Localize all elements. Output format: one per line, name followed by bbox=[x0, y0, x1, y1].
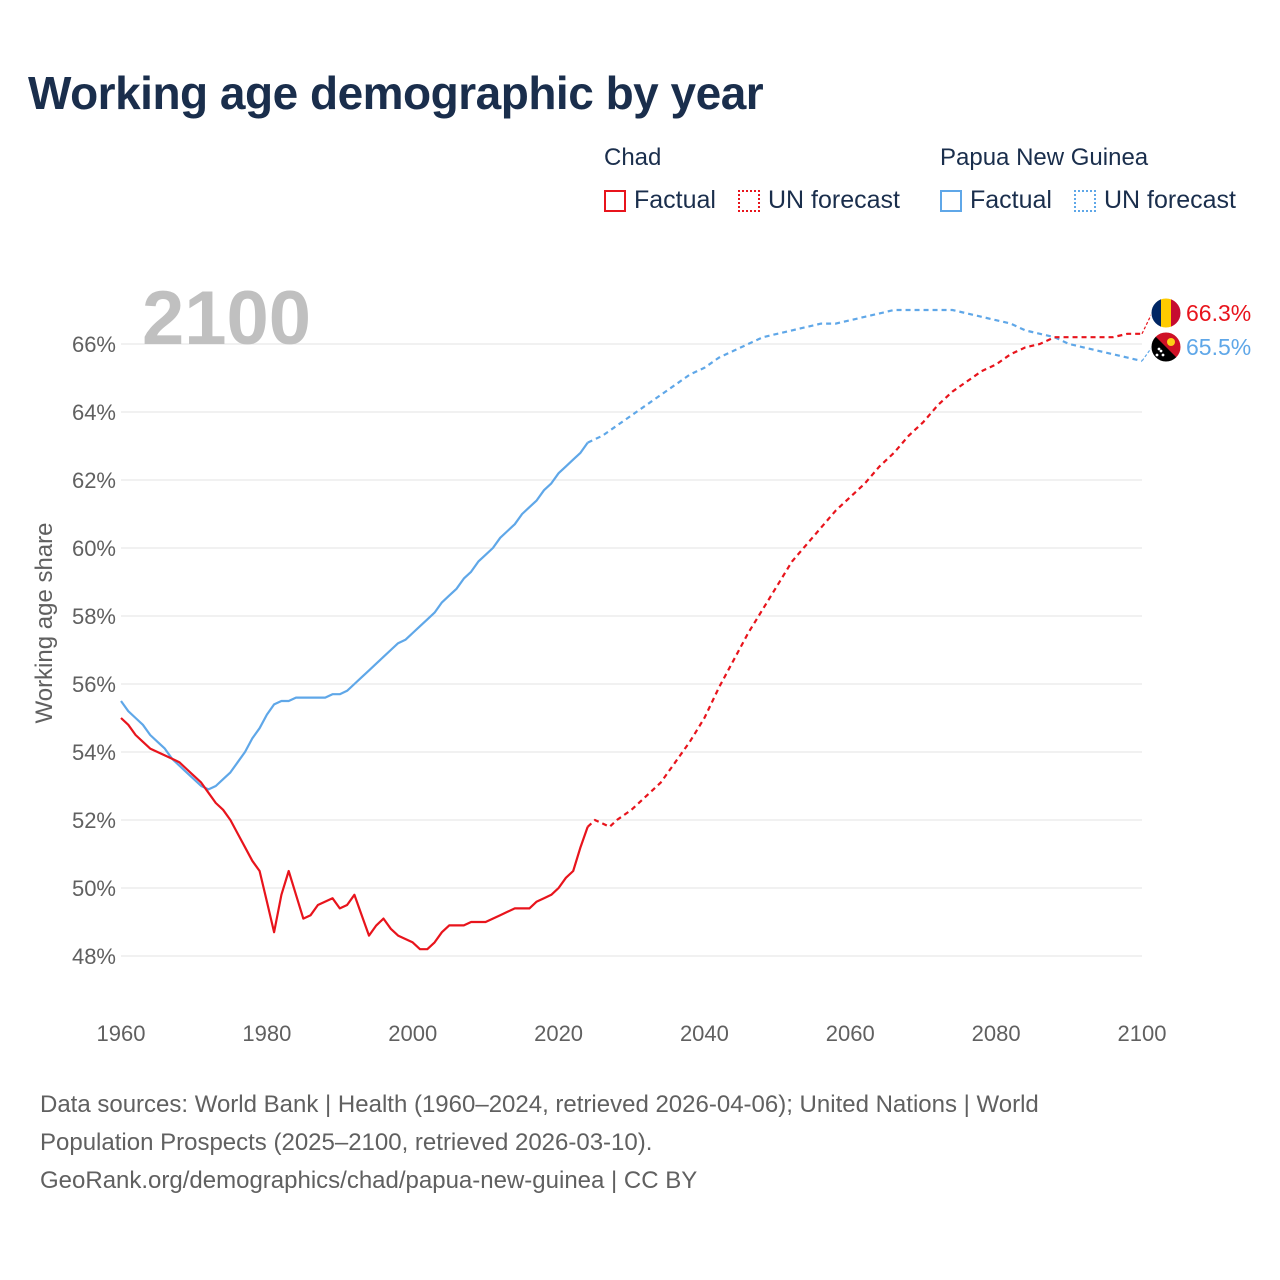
y-tick-label: 60% bbox=[72, 536, 116, 561]
legend-label-png-factual: Factual bbox=[970, 186, 1052, 214]
x-tick-label: 2020 bbox=[534, 1021, 583, 1046]
end-label-png: 65.5% bbox=[1186, 334, 1251, 360]
x-tick-label: 2100 bbox=[1118, 1021, 1167, 1046]
x-tick-label: 1980 bbox=[242, 1021, 291, 1046]
y-tick-label: 66% bbox=[72, 332, 116, 357]
flag-chad-icon bbox=[1150, 297, 1182, 329]
x-tick-label: 1960 bbox=[97, 1021, 146, 1046]
gridlines bbox=[121, 343, 1142, 957]
legend-label-chad-forecast: UN forecast bbox=[768, 186, 900, 214]
leader-chad bbox=[1141, 312, 1153, 335]
legend-item-png-factual[interactable]: Factual bbox=[940, 186, 1052, 215]
series-end-labels: 66.3% 65.5% bbox=[1141, 297, 1251, 363]
x-tick-label: 2040 bbox=[680, 1021, 729, 1046]
x-tick-label: 2000 bbox=[388, 1021, 437, 1046]
chart-title: Working age demographic by year bbox=[28, 67, 764, 119]
y-tick-label: 64% bbox=[72, 400, 116, 425]
data-sources-footer: Data sources: World Bank | Health (1960–… bbox=[40, 1086, 1240, 1200]
line-chad-factual[interactable] bbox=[120, 717, 589, 951]
footer-line-1: Data sources: World Bank | Health (1960–… bbox=[40, 1091, 1039, 1118]
y-tick-label: 52% bbox=[72, 808, 116, 833]
y-tick-label: 50% bbox=[72, 876, 116, 901]
line-chad-forecast[interactable] bbox=[586, 332, 1142, 829]
y-tick-label: 48% bbox=[72, 944, 116, 969]
legend-swatch-png-forecast bbox=[1074, 189, 1096, 212]
footer-line-2: Population Prospects (2025–2100, retriev… bbox=[40, 1129, 653, 1156]
x-tick-label: 2060 bbox=[826, 1021, 875, 1046]
legend-label-chad-factual: Factual bbox=[634, 186, 716, 214]
leader-png bbox=[1141, 346, 1153, 362]
legend-swatch-png-factual bbox=[940, 189, 962, 212]
y-tick-label: 56% bbox=[72, 672, 116, 697]
x-axis-ticks: 1960 1980 2000 2020 2040 2060 2080 2100 bbox=[97, 1021, 1167, 1046]
y-tick-label: 62% bbox=[72, 468, 116, 493]
y-axis-ticks: 48% 50% 52% 54% 56% 58% 60% 62% 64% 66% bbox=[72, 332, 116, 969]
end-label-chad: 66.3% bbox=[1186, 300, 1251, 326]
flag-png-icon bbox=[1150, 331, 1182, 363]
y-tick-label: 58% bbox=[72, 604, 116, 629]
legend-group-png: Papua New Guinea bbox=[940, 144, 1149, 171]
y-axis-label: Working age share bbox=[31, 523, 58, 724]
y-tick-label: 54% bbox=[72, 740, 116, 765]
legend-label-png-forecast: UN forecast bbox=[1104, 186, 1236, 214]
legend-group-chad: Chad bbox=[604, 144, 662, 171]
legend-swatch-chad-forecast bbox=[738, 189, 760, 212]
line-png-factual[interactable] bbox=[120, 441, 589, 791]
footer-line-3[interactable]: GeoRank.org/demographics/chad/papua-new-… bbox=[40, 1167, 698, 1194]
legend-item-chad-forecast[interactable]: UN forecast bbox=[738, 186, 900, 215]
legend-swatch-chad-factual bbox=[604, 189, 626, 212]
x-tick-label: 2080 bbox=[972, 1021, 1021, 1046]
series-lines bbox=[120, 308, 1143, 951]
legend-item-png-forecast[interactable]: UN forecast bbox=[1074, 186, 1236, 215]
legend-item-chad-factual[interactable]: Factual bbox=[604, 186, 716, 215]
line-png-forecast[interactable] bbox=[587, 308, 1143, 444]
year-watermark: 2100 bbox=[142, 276, 311, 361]
